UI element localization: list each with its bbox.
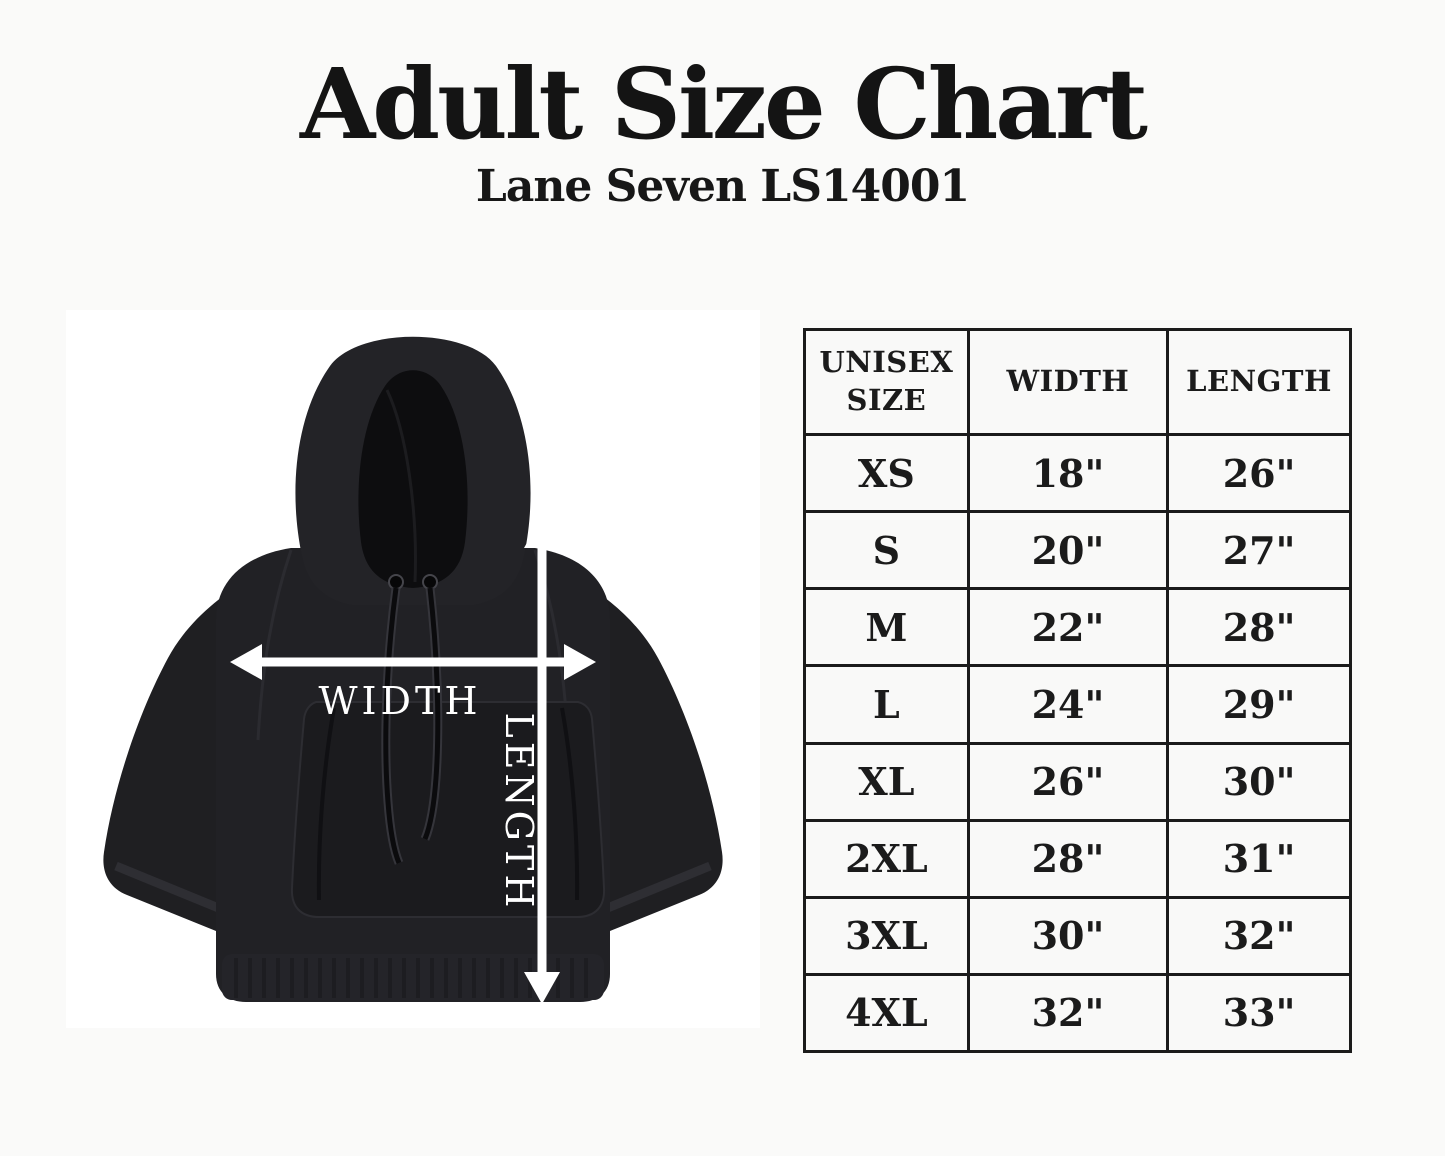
table-row: XS 18" 26" — [803, 432, 1352, 514]
width-cell: 30" — [966, 895, 1170, 976]
size-cell: 4XL — [803, 972, 970, 1054]
length-cell: 33" — [1166, 972, 1352, 1054]
width-cell: 20" — [966, 510, 1170, 591]
width-cell: 18" — [966, 432, 1170, 514]
page-title: Adult Size Chart — [300, 47, 1148, 161]
left-drawstring-core — [383, 587, 402, 864]
kangaroo-pocket — [290, 701, 606, 918]
length-cell: 28" — [1166, 587, 1352, 668]
size-cell: L — [803, 664, 970, 745]
size-cell: 3XL — [803, 895, 970, 976]
length-cell: 30" — [1166, 741, 1352, 822]
page-subtitle: Lane Seven LS14001 — [475, 160, 970, 212]
hood-opening — [358, 370, 468, 588]
table-row: 4XL 32" 33" — [803, 972, 1352, 1054]
pocket-right-slit — [560, 707, 580, 901]
col-header-unisex-size: UNISEX SIZE — [803, 328, 970, 436]
pocket-left-slit — [316, 707, 336, 901]
length-cell: 26" — [1166, 432, 1352, 514]
table-row: XL 26" 30" — [803, 741, 1352, 822]
width-cell: 26" — [966, 741, 1170, 822]
hood-fold — [385, 389, 417, 583]
width-cell: 28" — [966, 818, 1170, 899]
hoodie-measurement-diagram: WIDTH LENGTH — [66, 310, 760, 1028]
table-row: 2XL 28" 31" — [803, 818, 1352, 899]
length-label: LENGTH — [497, 712, 541, 911]
table-row: S 20" 27" — [803, 510, 1352, 591]
width-cell: 22" — [966, 587, 1170, 668]
table-header: UNISEX SIZE WIDTH LENGTH — [803, 328, 1352, 436]
width-cell: 24" — [966, 664, 1170, 745]
length-cell: 27" — [1166, 510, 1352, 591]
size-chart-table: UNISEX SIZE WIDTH LENGTH XS 18" 26" S 20" 27"… — [803, 328, 1352, 1054]
right-drawstring-core — [422, 587, 441, 840]
hoodie-illustration: WIDTH LENGTH — [103, 336, 723, 1004]
table-row: 3XL 30" 32" — [803, 895, 1352, 976]
table-row: M 22" 28" — [803, 587, 1352, 668]
length-cell: 32" — [1166, 895, 1352, 976]
hem-ribbing — [234, 958, 588, 998]
size-cell: M — [803, 587, 970, 668]
right-eyelet — [422, 574, 438, 590]
hem-band — [222, 954, 604, 1000]
size-cell: XS — [803, 432, 970, 514]
size-cell: XL — [803, 741, 970, 822]
header-row: UNISEX SIZE WIDTH LENGTH — [803, 328, 1352, 436]
width-cell: 32" — [966, 972, 1170, 1054]
table-row: L 24" 29" — [803, 664, 1352, 745]
length-arrow — [524, 516, 560, 1004]
width-label: WIDTH — [318, 679, 481, 723]
length-cell: 31" — [1166, 818, 1352, 899]
header: Adult Size Chart Lane Seven LS14001 — [0, 50, 1445, 212]
size-cell: S — [803, 510, 970, 591]
size-table-body: XS 18" 26" S 20" 27" M 22" 28" L 24" 29" XL 26" 30" 2XL… — [803, 432, 1352, 1054]
size-cell: 2XL — [803, 818, 970, 899]
col-header-width: WIDTH — [966, 328, 1170, 436]
length-cell: 29" — [1166, 664, 1352, 745]
left-shoulder-seam — [256, 549, 293, 741]
col-header-length: LENGTH — [1166, 328, 1352, 436]
width-arrow — [230, 644, 596, 680]
left-eyelet — [388, 574, 404, 590]
